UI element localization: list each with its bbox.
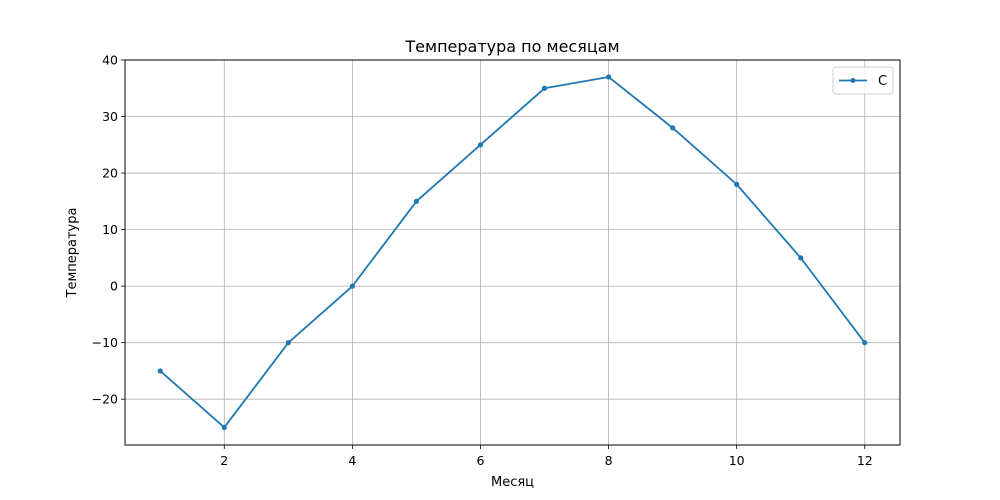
data-point <box>349 283 355 289</box>
y-tick-label: 20 <box>102 166 118 181</box>
x-tick-label: 10 <box>729 453 745 468</box>
x-tick-label: 4 <box>348 453 356 468</box>
y-tick-label: 0 <box>110 279 118 294</box>
data-point <box>605 74 612 80</box>
data-point <box>862 340 868 346</box>
legend-entry-label: C <box>878 74 887 89</box>
y-axis-label: Температура <box>65 208 80 299</box>
x-tick-label: 6 <box>476 453 484 468</box>
plot-frame <box>124 59 901 446</box>
x-axis: 2 4 6 8 10 12 <box>220 445 873 468</box>
data-point <box>221 424 227 431</box>
x-axis-label: Месяц <box>491 475 534 490</box>
series-line <box>159 76 866 429</box>
data-point <box>798 255 804 261</box>
y-tick-label: −10 <box>92 335 118 350</box>
data-point <box>541 85 548 91</box>
y-axis: −20 −10 0 10 20 30 40 <box>92 53 125 407</box>
data-point <box>477 142 484 148</box>
y-tick-label: 30 <box>102 109 118 124</box>
y-tick-label: −20 <box>92 392 118 407</box>
data-point <box>157 368 163 374</box>
y-tick-label: 10 <box>102 222 118 237</box>
legend-marker-swatch <box>850 78 856 83</box>
data-point <box>285 340 291 346</box>
data-point <box>413 198 420 204</box>
legend: C <box>832 66 894 95</box>
data-point <box>734 181 740 187</box>
x-tick-label: 8 <box>605 453 613 468</box>
x-tick-label: 2 <box>220 453 228 468</box>
y-tick-label: 40 <box>102 53 118 68</box>
chart-title: Температура по месяцам <box>404 37 619 56</box>
grid-lines <box>125 59 900 445</box>
data-point <box>670 125 676 131</box>
x-tick-label: 12 <box>857 453 873 468</box>
series-layer <box>157 74 868 431</box>
